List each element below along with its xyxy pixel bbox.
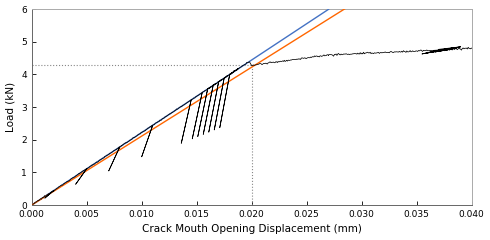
- X-axis label: Crack Mouth Opening Displacement (mm): Crack Mouth Opening Displacement (mm): [142, 224, 362, 234]
- Y-axis label: Load (kN): Load (kN): [5, 82, 16, 132]
